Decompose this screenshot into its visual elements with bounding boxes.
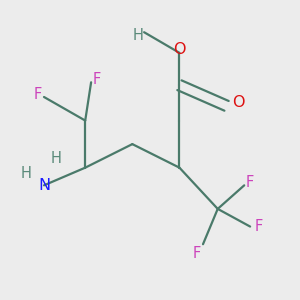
Text: F: F: [246, 175, 254, 190]
Text: O: O: [232, 95, 244, 110]
Text: H: H: [133, 28, 144, 43]
Text: H: H: [50, 151, 61, 166]
Text: H: H: [21, 166, 32, 181]
Text: F: F: [34, 87, 42, 102]
Text: F: F: [93, 72, 101, 87]
Text: F: F: [255, 219, 263, 234]
Text: N: N: [38, 178, 50, 193]
Text: O: O: [173, 42, 186, 57]
Text: F: F: [193, 246, 201, 261]
